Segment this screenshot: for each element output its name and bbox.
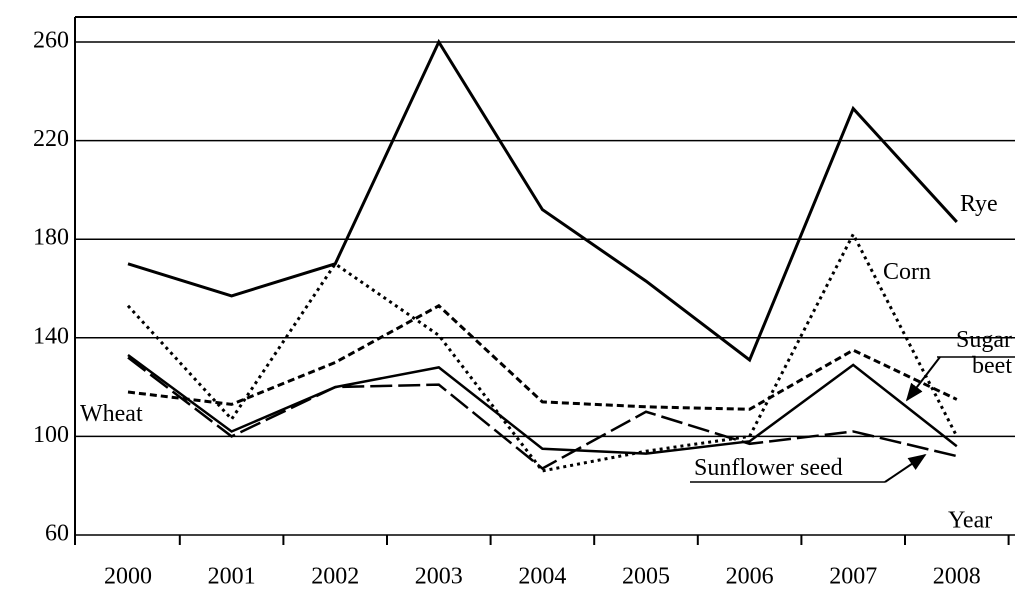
- series-label: Wheat: [80, 401, 143, 427]
- arrow: [905, 356, 941, 402]
- y-tick-label: 220: [33, 126, 69, 152]
- y-tick-label: 180: [33, 225, 69, 251]
- x-tick-label: 2006: [726, 564, 774, 590]
- y-tick-label: 60: [45, 521, 69, 547]
- y-tick-label: 260: [33, 28, 69, 54]
- x-tick-label: 2000: [104, 564, 152, 590]
- x-tick-label: 2008: [933, 564, 981, 590]
- series-line: [127, 303, 958, 411]
- x-tick-label: 2005: [622, 564, 670, 590]
- series-line: [126, 230, 959, 473]
- y-tick-label: 100: [33, 422, 69, 448]
- x-axis-label: Year: [948, 508, 992, 534]
- series-line: [127, 356, 958, 470]
- x-tick-label: 2003: [415, 564, 463, 590]
- series-line: [127, 38, 958, 363]
- x-tick-label: 2001: [208, 564, 256, 590]
- x-tick-label: 2004: [518, 564, 566, 590]
- x-tick-label: 2007: [829, 564, 877, 590]
- series-label: Rye: [960, 191, 998, 217]
- series-label: Sunflower seed: [694, 455, 843, 481]
- series-label: Sugar beet: [956, 327, 1012, 379]
- x-tick-label: 2002: [311, 564, 359, 590]
- series-line: [127, 354, 958, 455]
- y-tick-label: 140: [33, 323, 69, 349]
- arrow: [884, 453, 927, 483]
- series-label: Corn: [883, 259, 931, 285]
